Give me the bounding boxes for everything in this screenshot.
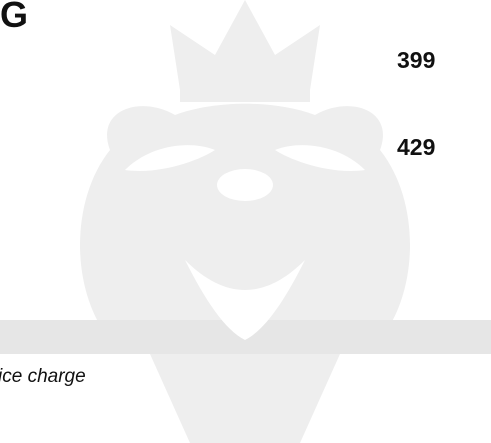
- note: ice charge: [0, 366, 86, 387]
- heading: G: [0, 0, 29, 35]
- price: 429: [397, 134, 436, 160]
- price: 399: [397, 47, 436, 73]
